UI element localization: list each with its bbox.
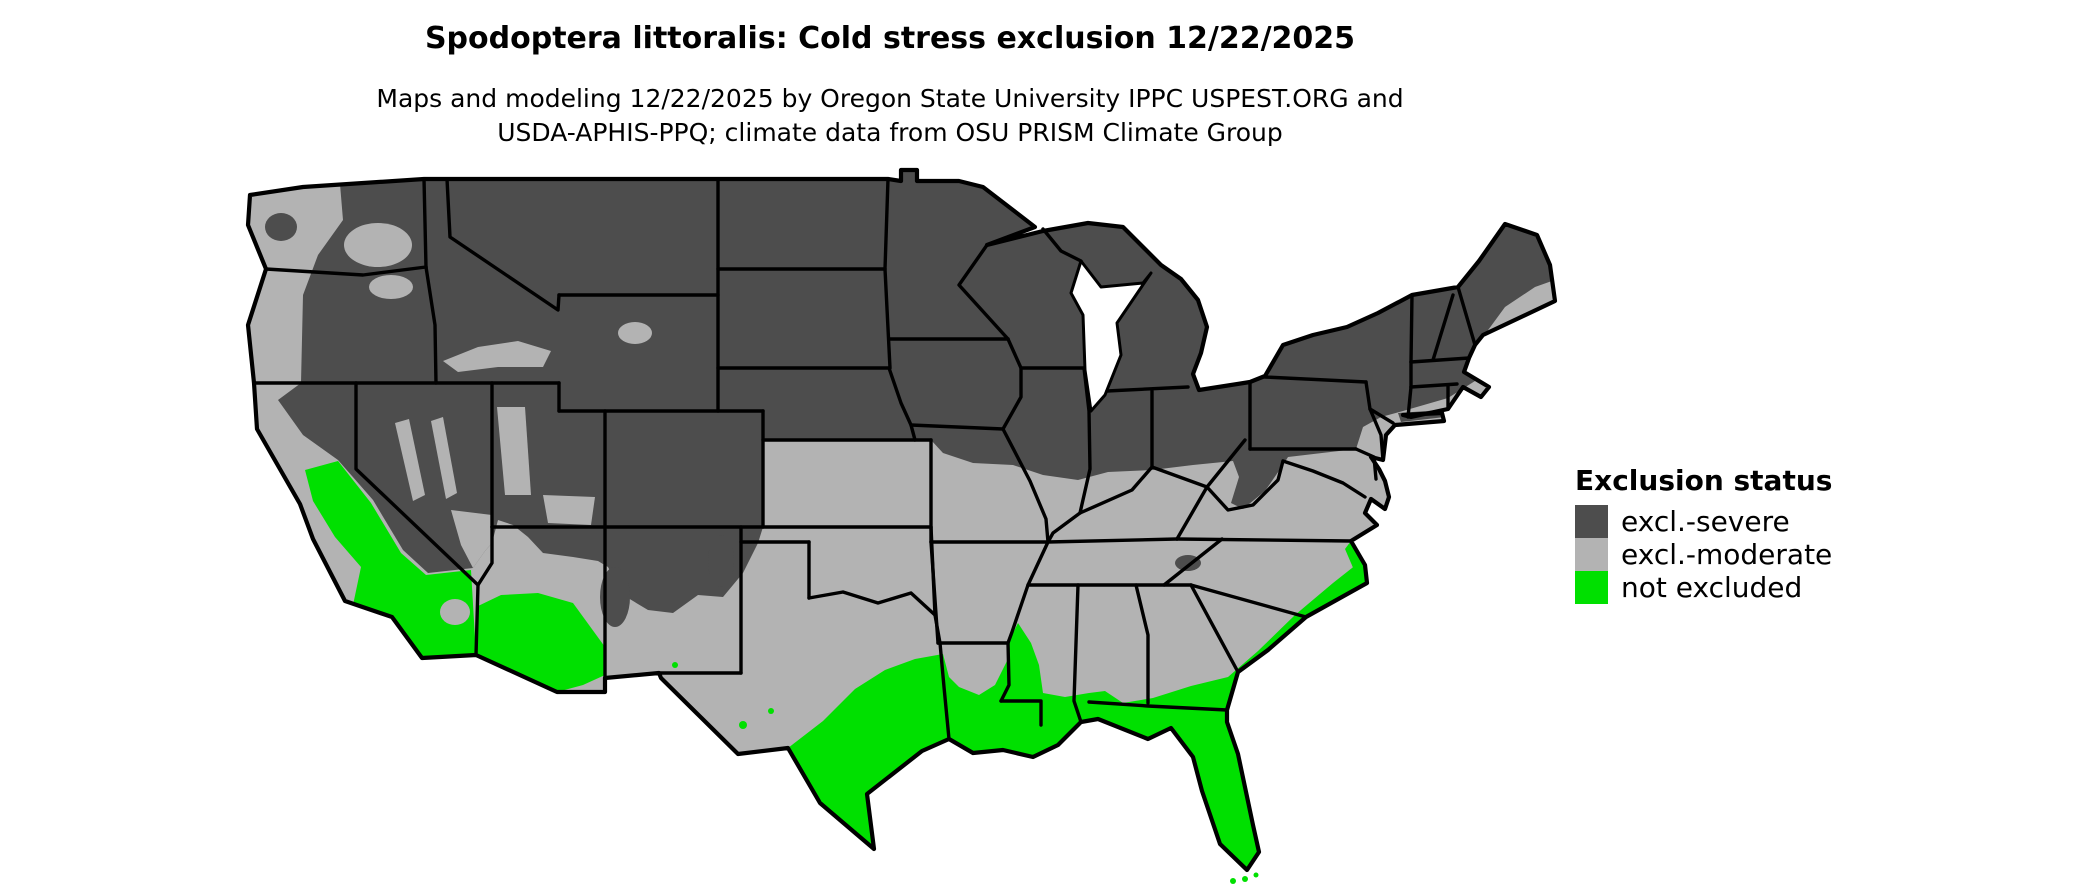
legend: Exclusion status excl.-severe excl.-moder…: [1575, 464, 1832, 604]
state-borders: [252, 177, 1477, 741]
subtitle-line-1: Maps and modeling 12/22/2025 by Oregon S…: [376, 84, 1404, 113]
legend-rows: excl.-severe excl.-moderate not excluded: [1575, 505, 1832, 604]
legend-label: excl.-moderate: [1621, 538, 1833, 571]
legend-label: not excluded: [1621, 571, 1803, 604]
florida-keys: [1230, 872, 1259, 884]
us-exclusion-map: [243, 165, 1558, 892]
legend-swatch: [1575, 505, 1608, 538]
header: Spodoptera littoralis: Cold stress exclu…: [0, 0, 1780, 150]
mojave-moderate-patch: [440, 599, 470, 625]
us-outline: [245, 167, 1558, 873]
legend-swatch: [1575, 538, 1608, 571]
map-svg: [245, 167, 1558, 884]
subtitle-line-2: USDA-APHIS-PPQ; climate data from OSU PR…: [497, 118, 1283, 147]
page-title: Spodoptera littoralis: Cold stress exclu…: [424, 21, 1356, 56]
legend-item: excl.-moderate: [1575, 538, 1832, 571]
legend-swatch: [1575, 571, 1608, 604]
legend-item: not excluded: [1575, 571, 1832, 604]
legend-label: excl.-severe: [1621, 505, 1790, 538]
map-subtitle: Maps and modeling 12/22/2025 by Oregon S…: [0, 82, 1780, 150]
moderate-basin-patches: [344, 223, 652, 568]
legend-item: excl.-severe: [1575, 505, 1832, 538]
legend-title: Exclusion status: [1575, 464, 1833, 497]
lake-michigan: [1069, 259, 1153, 413]
